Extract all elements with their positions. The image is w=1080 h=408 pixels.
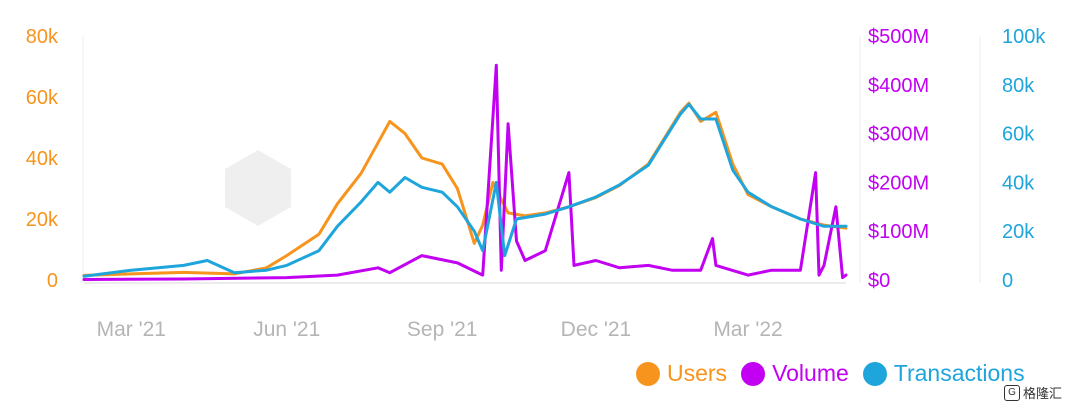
right-tick-label: 60k xyxy=(1002,124,1035,146)
axis-lines xyxy=(82,36,981,284)
mid-tick-label: $300M xyxy=(868,124,929,146)
right-tick-label: 80k xyxy=(1002,75,1035,97)
series-line-users xyxy=(82,101,848,277)
left-tick-label: 40k xyxy=(26,148,59,170)
right-tick-label: 40k xyxy=(1002,172,1035,194)
mid-tick-label: $400M xyxy=(868,75,929,97)
left-tick-label: 60k xyxy=(26,87,59,109)
series-line-transactions xyxy=(82,102,848,278)
x-tick-label: Mar '21 xyxy=(97,318,166,341)
users-dot-icon xyxy=(636,361,660,386)
legend-label-volume: Volume xyxy=(772,360,849,386)
mid-tick-label: $0 xyxy=(868,270,890,292)
right-tick-label: 20k xyxy=(1002,221,1035,243)
legend-item-transactions[interactable]: Transactions xyxy=(862,360,1025,387)
x-tick-label: Sep '21 xyxy=(407,318,478,341)
left-tick-label: 0 xyxy=(47,270,58,292)
x-tick-label: Dec '21 xyxy=(561,318,632,341)
x-axis: Mar '21 Jun '21 Sep '21 Dec '21 Mar '22 xyxy=(97,318,783,341)
transactions-axis: 0 20k 40k 60k 80k 100k xyxy=(1002,26,1046,292)
mid-tick-label: $100M xyxy=(868,221,929,243)
series-line-volume xyxy=(82,63,848,281)
corner-badge-text: 格隆汇 xyxy=(1023,386,1063,401)
legend-item-volume[interactable]: Volume xyxy=(741,360,849,387)
users-axis: 0 20k 40k 60k 80k xyxy=(26,26,59,292)
mid-tick-label: $500M xyxy=(868,26,929,48)
legend-label-transactions: Transactions xyxy=(893,360,1025,386)
legend-item-users[interactable]: Users xyxy=(636,360,727,387)
brand-icon: G xyxy=(1004,384,1020,401)
right-tick-label: 0 xyxy=(1002,270,1013,292)
volume-dot-icon xyxy=(741,361,766,386)
x-tick-label: Jun '21 xyxy=(253,318,320,341)
transactions-dot-icon xyxy=(862,361,887,386)
right-tick-label: 100k xyxy=(1002,26,1046,48)
series-layer xyxy=(82,63,848,281)
left-tick-label: 20k xyxy=(26,209,59,231)
legend-label-users: Users xyxy=(667,360,728,386)
corner-badge: G 格隆汇 xyxy=(1004,383,1062,402)
left-tick-label: 80k xyxy=(26,26,59,48)
volume-axis: $0 $100M $200M $300M $400M $500M xyxy=(868,26,929,292)
legend: Users Volume Transactions xyxy=(636,360,1039,387)
x-tick-label: Mar '22 xyxy=(713,318,782,341)
mid-tick-label: $200M xyxy=(868,172,929,194)
